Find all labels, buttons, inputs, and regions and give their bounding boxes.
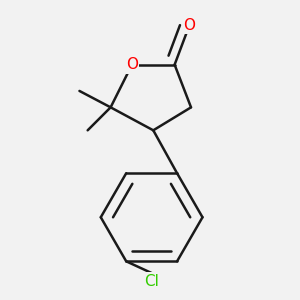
Text: O: O: [126, 57, 138, 72]
Text: Cl: Cl: [144, 274, 159, 289]
Text: O: O: [183, 18, 195, 33]
